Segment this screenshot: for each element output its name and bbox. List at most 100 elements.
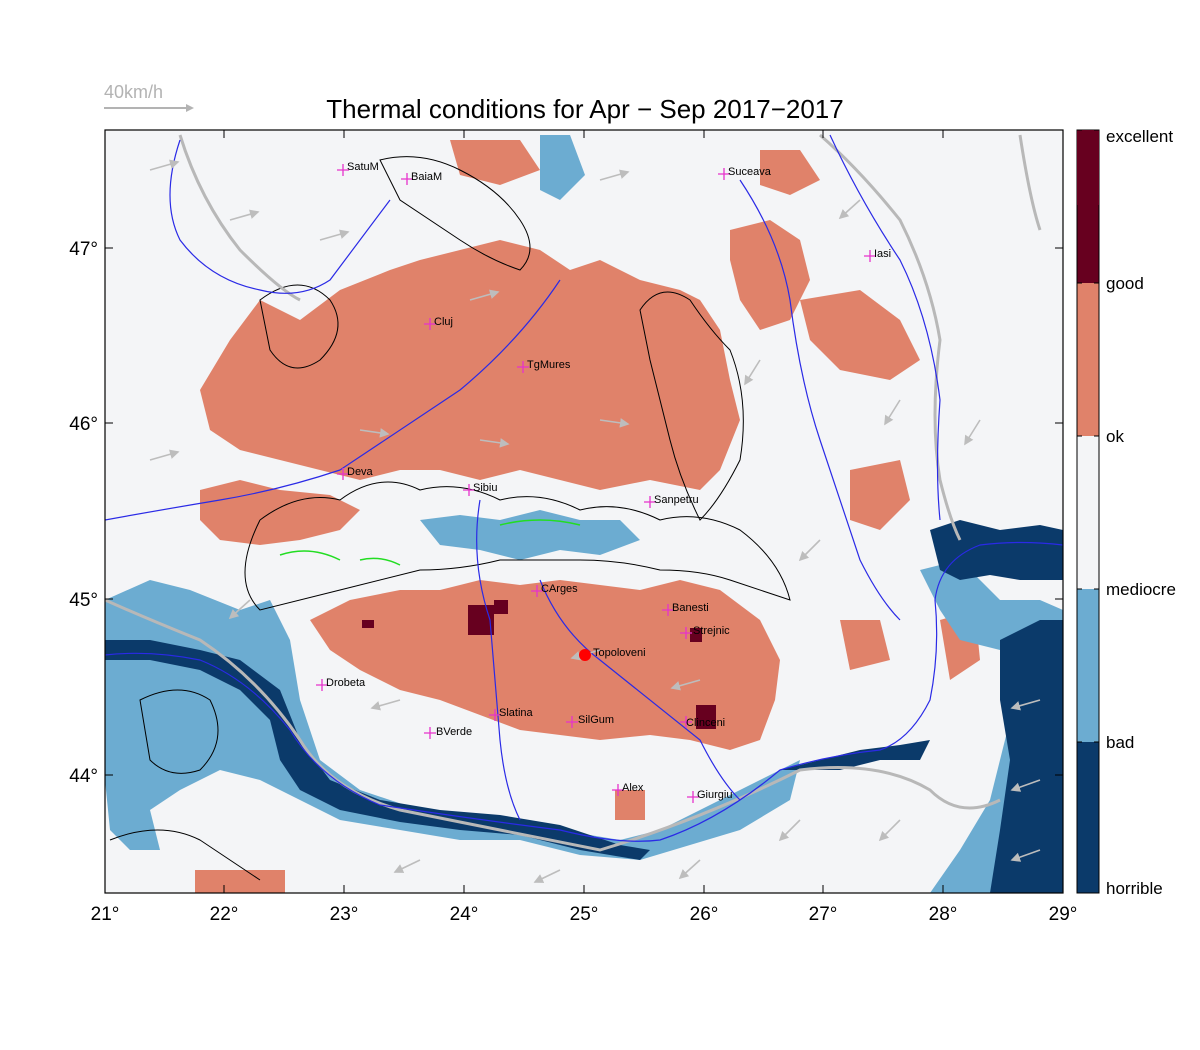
legend-label-good: good — [1106, 274, 1144, 293]
city-marker-icon — [687, 791, 699, 803]
wind-arrow — [878, 819, 901, 842]
city-label: Cluj — [434, 316, 453, 328]
legend-colorbar: excellent good ok mediocre bad horrible — [1076, 127, 1176, 898]
city-label: BVerde — [436, 726, 472, 738]
northwest-good-patch — [450, 140, 540, 185]
city-label: Clinceni — [686, 717, 725, 729]
city-tgmures: TgMures — [517, 359, 571, 373]
ridge-lines — [279, 519, 581, 566]
wind-arrow — [469, 289, 500, 301]
city-label: SatuM — [347, 161, 379, 173]
lat-tick-label: 46° — [69, 414, 98, 435]
lat-tick-marks — [105, 247, 1063, 776]
lon-tick-label: 28° — [929, 904, 958, 925]
olt-river — [476, 499, 521, 821]
map-area: SatuM BaiaM Suceava Iasi Cluj TgMures — [105, 130, 1063, 893]
wind-arrow — [149, 159, 180, 171]
city-banesti: Banesti — [662, 602, 709, 616]
good-regions — [195, 140, 980, 893]
lon-tick-label: 21° — [91, 904, 120, 925]
wind-arrow — [149, 449, 180, 461]
wind-arrow — [678, 859, 701, 880]
lon-tick-label: 22° — [210, 904, 239, 925]
southeast-good-patch — [840, 620, 890, 670]
west-excellent-cell — [362, 620, 374, 628]
danube-mediocre-band — [105, 580, 800, 860]
city-label: SilGum — [578, 714, 614, 726]
lat-tick-label: 47° — [69, 239, 98, 260]
wind-arrow — [599, 418, 630, 428]
legend-swatch-ok — [1077, 436, 1099, 589]
city-marker-icon — [517, 361, 529, 373]
dobrogea-west-good-area — [850, 460, 910, 530]
coast-bad-area — [990, 620, 1063, 893]
oltenia-contour — [109, 829, 261, 881]
legend-swatch-bad — [1077, 742, 1099, 893]
legend-swatch-excellent-dark — [1077, 130, 1099, 205]
wind-arrow — [229, 209, 260, 221]
banat-contour — [139, 689, 219, 774]
romania-border — [105, 134, 1042, 852]
lon-tick-marks — [104, 130, 1064, 893]
country-borders — [105, 133, 1042, 852]
city-marker-icon — [612, 784, 624, 796]
north-contour — [379, 156, 531, 271]
lon-tick-label: 23° — [330, 904, 359, 925]
lon-tick-label: 26° — [690, 904, 719, 925]
mures-river — [105, 279, 561, 521]
legend-swatch-mediocre — [1077, 589, 1099, 742]
wind-reference: 40km/h — [104, 82, 194, 112]
city-silgum: SilGum — [566, 714, 614, 728]
wind-arrow — [964, 419, 981, 446]
city-strejnic: Strejnic — [680, 625, 730, 639]
wind-arrow — [1010, 779, 1041, 792]
city-drobeta: Drobeta — [316, 677, 366, 691]
lon-tick-label: 25° — [570, 904, 599, 925]
somes-river — [169, 139, 391, 294]
lon-tick-label: 29° — [1049, 904, 1078, 925]
city-marker-icon — [463, 484, 475, 496]
map-title: Thermal conditions for Apr − Sep 2017−20… — [326, 94, 843, 124]
city-iasi: Iasi — [864, 248, 891, 262]
city-label: Topoloveni — [593, 647, 646, 659]
city-label: Sibiu — [473, 482, 497, 494]
lat-tick-label: 44° — [69, 766, 98, 787]
wind-arrow — [359, 428, 390, 438]
legend-swatch-good — [1077, 283, 1099, 436]
wind-arrow — [744, 359, 761, 386]
city-marker-icon — [680, 716, 692, 728]
city-marker-icon — [662, 604, 674, 616]
city-marker-icon — [566, 716, 578, 728]
wind-reference-label: 40km/h — [104, 82, 163, 102]
wind-arrow — [479, 438, 510, 448]
city-label: Giurgiu — [697, 789, 732, 801]
north-good-patch — [760, 150, 820, 195]
city-sibiu: Sibiu — [463, 482, 497, 496]
lat-tick-label: 45° — [69, 590, 98, 611]
city-topoloveni: Topoloveni — [579, 647, 646, 661]
legend-label-bad: bad — [1106, 733, 1134, 752]
arges-river — [539, 579, 741, 801]
carpathian-mediocre-band — [420, 510, 640, 560]
city-clinceni: Clinceni — [680, 716, 725, 729]
city-marker-icon — [337, 164, 349, 176]
wind-arrow — [370, 699, 401, 711]
legend-tick-marks — [1077, 129, 1099, 894]
city-markers: SatuM BaiaM Suceava Iasi Cluj TgMures — [316, 161, 891, 803]
wind-arrow — [670, 679, 701, 691]
legend-label-mediocre: mediocre — [1106, 580, 1176, 599]
city-cluj: Cluj — [424, 316, 453, 330]
city-marker-icon — [316, 679, 328, 691]
city-label: Strejnic — [693, 625, 730, 637]
legend-label-ok: ok — [1106, 427, 1124, 446]
city-marker-icon — [680, 627, 692, 639]
city-marker-icon — [337, 468, 349, 480]
transylvania-good-area — [200, 240, 740, 490]
wallachia-good-area — [310, 580, 780, 750]
city-label: Slatina — [499, 707, 534, 719]
city-marker-icon — [864, 250, 876, 262]
city-marker-icon — [489, 709, 501, 721]
city-label: Drobeta — [326, 677, 366, 689]
axis-ticks — [104, 130, 1064, 893]
